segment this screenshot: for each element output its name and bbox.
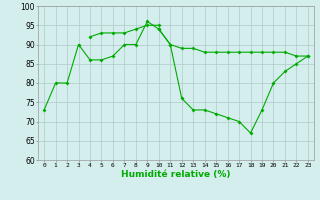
X-axis label: Humidité relative (%): Humidité relative (%) xyxy=(121,170,231,179)
